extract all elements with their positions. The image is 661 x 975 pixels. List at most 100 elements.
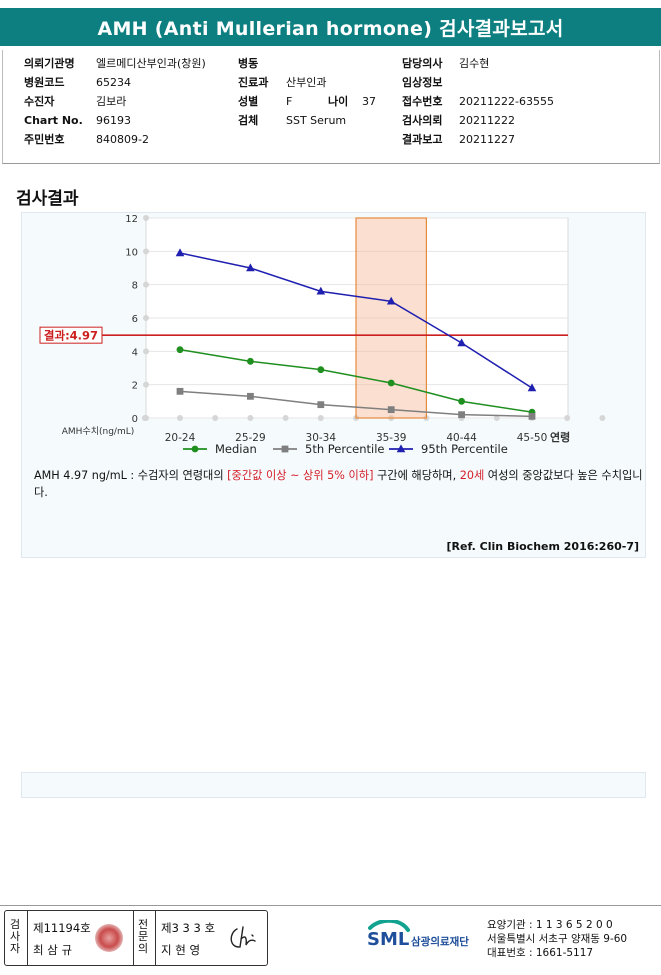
info-label: 담당의사	[402, 57, 443, 70]
doctor-signature-icon	[230, 926, 256, 948]
y-tick-marker	[143, 248, 149, 255]
info-label: 병동	[238, 57, 259, 70]
info-label: 진료과	[238, 76, 269, 89]
institution-line: 요양기관 : 1 1 3 6 5 2 0 0	[487, 919, 613, 931]
x-tick-label: 25-29	[235, 432, 266, 444]
y-axis-label: AMH수치(ng/mL)	[62, 425, 135, 437]
info-row: 수진자 김보라	[24, 92, 206, 111]
age-highlight-band	[355, 217, 428, 419]
x-tick-marker	[282, 415, 289, 421]
y-tick-marker	[143, 315, 149, 321]
data-point	[317, 401, 325, 409]
data-point	[247, 392, 254, 400]
x-tick-label: 45-50	[517, 432, 548, 444]
y-tick-label: 8	[132, 281, 138, 292]
info-row: Chart No. 96193	[24, 111, 206, 130]
info-value: 산부인과	[286, 76, 327, 89]
y-tick-label: 2	[132, 381, 138, 392]
info-label: 결과보고	[402, 133, 443, 146]
data-point	[175, 248, 185, 257]
data-point	[281, 445, 289, 453]
highlight-band	[355, 217, 428, 419]
info-row: 접수번호 20211222-63555	[402, 92, 554, 111]
data-point	[176, 346, 184, 354]
info-column-2: 병동 진료과 산부인과 성별 F 나이 37 검체 SST Serum	[238, 54, 376, 130]
sml-logo-icon	[368, 920, 410, 932]
data-point	[458, 397, 465, 405]
series-line	[179, 390, 533, 418]
patient-info-frame	[2, 50, 660, 164]
info-row: 진료과 산부인과	[238, 73, 376, 92]
info-label: 의뢰기관명	[24, 57, 75, 70]
data-point	[458, 411, 465, 419]
amh-chart: 0 2 4 6 8 10 12 AMH수치(ng/mL) 20-24 25-29 30-34 35-…	[39, 214, 606, 456]
info-row: 주민번호 840809-2	[24, 130, 206, 149]
age-label: 나이	[328, 95, 349, 108]
x-tick-marker	[493, 415, 500, 421]
data-point	[457, 338, 466, 347]
info-value: 20211227	[459, 133, 515, 146]
info-row: 병원코드 65234	[24, 73, 206, 92]
info-row: 결과보고 20211227	[402, 130, 554, 149]
info-row: 의뢰기관명 엘르메디산부인과(창원)	[24, 54, 206, 73]
y-tick-label: 0	[132, 414, 138, 425]
x-tick-marker	[317, 415, 324, 421]
y-tick-marker	[143, 348, 149, 355]
info-value: 김수현	[459, 57, 490, 70]
comment-text: AMH 4.97 ng/mL : 수검자의 연령대의	[34, 469, 228, 482]
y-tick-label: 4	[132, 347, 138, 358]
x-tick-marker	[141, 415, 148, 421]
x-tick-marker	[599, 415, 606, 421]
x-tick-label: 30-34	[306, 432, 337, 444]
x-tick-label: 35-39	[376, 432, 407, 444]
comment-age-highlight: 20세	[459, 469, 485, 482]
info-value: 김보라	[96, 95, 127, 108]
legend-label: Median	[215, 442, 257, 456]
data-point	[317, 366, 325, 374]
tester-label: 검사자	[9, 918, 21, 955]
info-row: 담당의사 김수현	[402, 54, 554, 73]
info-value: 20211222	[459, 114, 515, 127]
info-row: 성별 F 나이 37	[238, 92, 376, 111]
legend-label: 5th Percentile	[305, 442, 385, 456]
doctor-label: 전문의	[137, 918, 149, 955]
institution-line: 서울특별시 서초구 양재동 9-60	[487, 933, 628, 945]
result-comment: AMH 4.97 ng/mL : 수검자의 연령대의 [중간값 이상 ~ 상위 …	[34, 467, 644, 501]
result-label-box	[39, 326, 103, 344]
data-point	[527, 383, 537, 392]
sml-logo-text: SML	[367, 929, 410, 950]
info-value: 20211222-63555	[459, 95, 554, 108]
empty-panel	[21, 772, 646, 798]
data-point	[176, 387, 184, 395]
chart-legend: Median 5th Percentile 95th Percentile	[183, 442, 508, 456]
info-label: 임상정보	[402, 76, 443, 89]
series-line	[179, 252, 533, 389]
sml-logo-subtitle: 삼광의료재단	[411, 936, 469, 948]
data-point	[247, 357, 254, 365]
data-point	[246, 263, 255, 272]
info-value: SST Serum	[286, 114, 347, 127]
x-tick-marker	[177, 415, 183, 421]
info-value: 65234	[96, 76, 131, 89]
divider	[27, 911, 28, 965]
comment-range-highlight: [중간값 이상 ~ 상위 5% 이하]	[227, 469, 374, 482]
doctor-license-no: 제3 3 3 호	[161, 921, 216, 935]
y-tick-marker	[143, 215, 149, 221]
data-point	[528, 412, 536, 420]
institution-info: 요양기관 : 1 1 3 6 5 2 0 0 서울특별시 서초구 양재동 9-6…	[487, 918, 627, 960]
x-tick-label: 20-24	[165, 432, 196, 444]
x-tick-marker	[212, 415, 219, 421]
divider	[133, 911, 134, 965]
info-label: 병원코드	[24, 76, 65, 89]
x-tick-labels: 20-24 25-29 30-34 35-39 40-44 45-50 연령	[165, 430, 571, 444]
info-label: 검사의뢰	[402, 114, 443, 127]
data-point	[387, 379, 395, 387]
y-tick-label: 10	[125, 247, 138, 258]
data-point	[387, 406, 395, 414]
reference-citation: [Ref. Clin Biochem 2016:260-7]	[446, 540, 639, 553]
signature-box: 검사자 제11194호 최 삼 규 전문의 제3 3 3 호 지 현 영	[4, 910, 268, 966]
info-row: 검체 SST Serum	[238, 111, 376, 130]
tester-seal-icon	[95, 924, 123, 952]
x-tick-marker	[247, 415, 254, 421]
info-label: 주민번호	[24, 133, 65, 146]
